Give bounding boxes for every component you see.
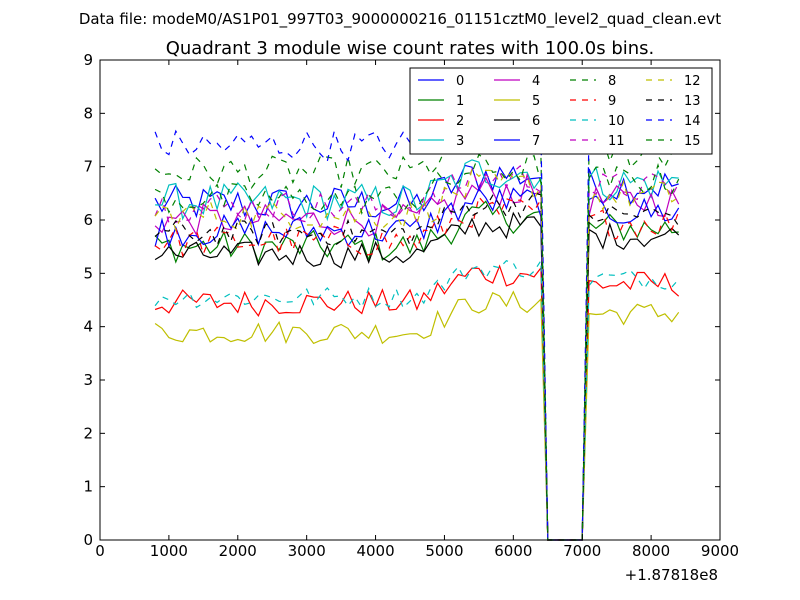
x-tick-label: 7000 (563, 542, 601, 560)
x-tick-label: 0 (95, 542, 105, 560)
y-tick-label: 4 (83, 318, 93, 336)
legend-label: 1 (456, 94, 464, 109)
x-tick-label: 5000 (425, 542, 463, 560)
legend-label: 7 (532, 134, 540, 149)
x-tick-label: 3000 (288, 542, 326, 560)
chart-title: Quadrant 3 module wise count rates with … (166, 38, 655, 59)
legend-label: 11 (608, 134, 625, 149)
series-line-1 (154, 200, 679, 541)
x-tick-label: 4000 (356, 542, 394, 560)
x-tick-label: 2000 (219, 542, 257, 560)
series-line-5 (154, 290, 680, 541)
legend-label: 10 (608, 114, 625, 129)
x-tick-label: 9000 (701, 542, 739, 560)
legend-label: 12 (684, 74, 701, 89)
y-tick-label: 5 (83, 264, 93, 282)
suptitle: Data file: modeM0/AS1P01_997T03_90000002… (79, 10, 721, 29)
series-line-11 (154, 164, 680, 541)
series-line-7 (154, 187, 680, 541)
plot-lines (154, 100, 680, 541)
y-tick-label: 6 (83, 211, 93, 229)
y-tick-label: 0 (83, 531, 93, 549)
x-tick-label: 1000 (150, 542, 188, 560)
legend-label: 13 (684, 94, 701, 109)
x-axis: 0 1000 2000 3000 4000 5000 6000 7000 8000 9000 (95, 60, 739, 560)
legend-label: 4 (532, 74, 540, 89)
series-line-14 (154, 100, 680, 541)
x-tick-label: 6000 (494, 542, 532, 560)
y-tick-label: 3 (83, 371, 93, 389)
y-tick-label: 7 (83, 158, 93, 176)
legend-label: 8 (608, 74, 616, 89)
legend-label: 3 (456, 134, 464, 149)
x-tick-label: 8000 (632, 542, 670, 560)
series-line-13 (154, 192, 680, 541)
series-line-10 (154, 258, 680, 541)
legend-label: 15 (684, 134, 701, 149)
series-line-2 (154, 264, 680, 541)
y-tick-label: 9 (83, 51, 93, 69)
y-tick-label: 1 (83, 478, 93, 496)
legend-label: 5 (532, 94, 540, 109)
legend-label: 2 (456, 114, 464, 129)
legend-label: 6 (532, 114, 540, 129)
x-offset-label: +1.87818e8 (625, 566, 718, 584)
series-line-3 (155, 159, 679, 541)
legend-label: 14 (684, 114, 701, 129)
series-line-15 (154, 153, 680, 541)
y-tick-label: 8 (83, 104, 93, 122)
legend-label: 9 (608, 94, 616, 109)
y-tick-label: 2 (83, 424, 93, 442)
series-line-6 (154, 211, 680, 541)
series-line-9 (154, 195, 680, 541)
legend-label: 0 (456, 74, 464, 89)
plot-frame (99, 59, 721, 541)
